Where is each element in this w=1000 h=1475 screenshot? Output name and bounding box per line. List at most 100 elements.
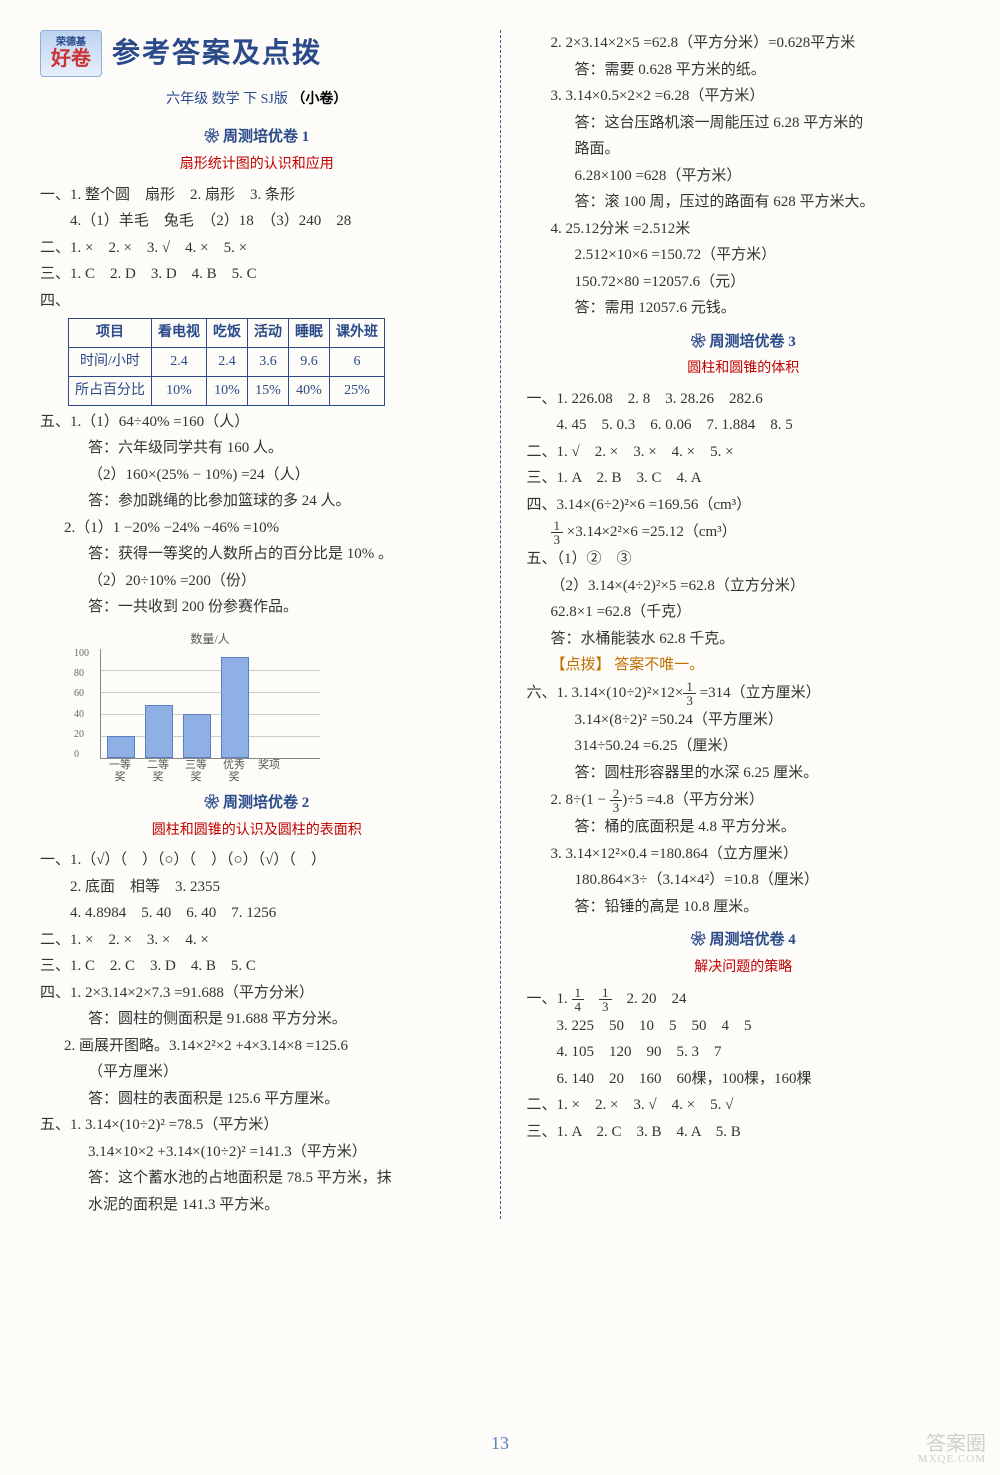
t3-q6-3b: 180.864×3÷（3.14×4²）=10.8（厘米） (527, 868, 961, 894)
t3-q6-1a-pre: 六、1. 3.14×(10÷2)²×12× (527, 685, 684, 701)
td: 时间/小时 (69, 347, 152, 376)
t2r-3b-ans: 答：滚 100 周，压过的路面有 628 平方米大。 (527, 190, 961, 216)
t2-q1-2: 2. 底面 相等 3. 2355 (40, 875, 474, 901)
t3-q5-1: 五、（1）② ③ (527, 547, 961, 573)
subtitle: 六年级 数学 下 SJ版 （小卷） (40, 88, 474, 112)
header: 荣德基 好卷 参考答案及点拨 (40, 30, 474, 78)
t2-q1-4: 4. 4.8984 5. 40 6. 40 7. 1256 (40, 901, 474, 927)
fraction-1-3: 13 (551, 519, 564, 546)
bars (100, 649, 320, 759)
t1-q5-1a-ans: 答：六年级同学共有 160 人。 (40, 436, 474, 462)
td: 所占百分比 (69, 376, 152, 405)
test4-sub: 解决问题的策略 (527, 956, 961, 980)
td: 9.6 (289, 347, 330, 376)
t3-q2: 二、1. √ 2. × 3. × 4. × 5. × (527, 440, 961, 466)
t1-q5-1b: （2）160×(25% − 10%) =24（人） (40, 463, 474, 489)
th: 睡眠 (289, 319, 330, 348)
t2r-2a: 2. 2×3.14×2×5 =62.8（平方分米）=0.628平方米 (527, 31, 961, 57)
t2r-3a-ans: 答：这台压路机滚一周能压过 6.28 平方米的 (527, 111, 961, 137)
bar-chart: 数量/人 0 20 40 60 80 100 一等奖 二等奖 三等奖 (100, 629, 320, 784)
t1-q1-1: 一、1. 整个圆 扇形 2. 扇形 3. 条形 (40, 183, 474, 209)
brand-logo: 荣德基 好卷 (40, 30, 102, 77)
t1-q5-2b-ans: 答：一共收到 200 份参赛作品。 (40, 595, 474, 621)
td: 40% (289, 376, 330, 405)
table-row: 项目 看电视 吃饭 活动 睡眠 课外班 (69, 319, 385, 348)
watermark-sub: MXQE.COM (918, 1454, 986, 1465)
bar (107, 736, 135, 758)
xlabel: 二等奖 (144, 759, 172, 783)
t3-q5-2-ans: 答：水桶能装水 62.8 千克。 (527, 627, 961, 653)
t2r-4c: 150.72×80 =12057.6（元） (527, 270, 961, 296)
ytick: 40 (74, 706, 89, 723)
chart-yticks: 0 20 40 60 80 100 (74, 645, 89, 763)
t3-q6-1a-post: =314（立方厘米） (696, 685, 821, 701)
t2-q3: 三、1. C 2. C 3. D 4. B 5. C (40, 954, 474, 980)
t4-q1-1-pre: 一、1. (527, 991, 572, 1007)
t2-q4-2: 2. 画展开图略。3.14×2²×2 +4×3.14×8 =125.6 (40, 1034, 474, 1060)
t3-q1-4: 4. 45 5. 0.3 6. 0.06 7. 1.884 8. 5 (527, 413, 961, 439)
th: 课外班 (330, 319, 385, 348)
table-row: 所占百分比 10% 10% 15% 40% 25% (69, 376, 385, 405)
t3-q6-1a: 六、1. 3.14×(10÷2)²×12×13 =314（立方厘米） (527, 680, 961, 707)
t1-q1-4: 4.（1）羊毛 兔毛 （2）18 （3）240 28 (40, 209, 474, 235)
ytick: 0 (74, 746, 89, 763)
bar (145, 705, 173, 758)
t1-q5-1a: 五、1.（1）64÷40% =160（人） (40, 410, 474, 436)
td: 15% (248, 376, 289, 405)
td: 2.4 (207, 347, 248, 376)
t2-q5-1a: 五、1. 3.14×(10÷2)² =78.5（平方米） (40, 1113, 474, 1139)
chart-xaxis-label: 奖项 (258, 759, 280, 783)
table-row: 时间/小时 2.4 2.4 3.6 9.6 6 (69, 347, 385, 376)
t1-q4: 四、 (40, 289, 474, 315)
t2r-2a-ans: 答：需要 0.628 平方米的纸。 (527, 58, 961, 84)
td: 10% (152, 376, 207, 405)
t2-q1-1: 一、1.（√）（ ）（○）（ ）（○）（√）（ ） (40, 848, 474, 874)
t4-q1-1-post: 2. 20 24 (612, 991, 687, 1007)
t1-table: 项目 看电视 吃饭 活动 睡眠 课外班 时间/小时 2.4 2.4 3.6 9.… (68, 318, 385, 405)
test3-title: 周测培优卷 3 (527, 330, 961, 356)
th: 吃饭 (207, 319, 248, 348)
t3-q6-2-ans: 答：桶的底面积是 4.8 平方分米。 (527, 815, 961, 841)
t3-q4b-text: ×3.14×2²×6 =25.12（cm³） (567, 524, 737, 540)
t4-q1-4: 4. 105 120 90 5. 3 7 (527, 1040, 961, 1066)
t3-q6-3-ans: 答：铅锤的高是 10.8 厘米。 (527, 895, 961, 921)
xlabel: 一等奖 (106, 759, 134, 783)
t3-q6-1-ans: 答：圆柱形容器里的水深 6.25 厘米。 (527, 761, 961, 787)
subtitle-pre: 六年级 数学 下 SJ版 (166, 92, 288, 107)
t2r-4b: 2.512×10×6 =150.72（平方米） (527, 243, 961, 269)
t3-q6-2a-post: )÷5 =4.8（平方分米） (622, 792, 764, 808)
test2-sub: 圆柱和圆锥的认识及圆柱的表面积 (40, 819, 474, 843)
test4-title: 周测培优卷 4 (527, 928, 961, 954)
fraction-1-3: 13 (599, 986, 612, 1013)
chart-xlabels: 一等奖 二等奖 三等奖 优秀奖 奖项 (100, 759, 320, 783)
ytick: 20 (74, 726, 89, 743)
xlabel: 三等奖 (182, 759, 210, 783)
t2-q5-1-ans2: 水泥的面积是 141.3 平方米。 (40, 1193, 474, 1219)
test1-title: 周测培优卷 1 (40, 125, 474, 151)
t3-q6-1b: 3.14×(8÷2)² =50.24（平方厘米） (527, 708, 961, 734)
t3-q5-2a: （2）3.14×(4÷2)²×5 =62.8（立方分米） (527, 574, 961, 600)
two-column-layout: 荣德基 好卷 参考答案及点拨 六年级 数学 下 SJ版 （小卷） 周测培优卷 1… (40, 30, 960, 1219)
t4-q1-6: 6. 140 20 160 60棵，100棵，160棵 (527, 1067, 961, 1093)
t4-q1-1: 一、1. 14 13 2. 20 24 (527, 986, 961, 1013)
t3-q4b: 13 ×3.14×2²×6 =25.12（cm³） (527, 519, 961, 546)
t2-q5-1b: 3.14×10×2 +3.14×(10÷2)² =141.3（平方米） (40, 1140, 474, 1166)
th: 看电视 (152, 319, 207, 348)
t4-q1-3: 3. 225 50 10 5 50 4 5 (527, 1014, 961, 1040)
t2-q2: 二、1. × 2. × 3. × 4. × (40, 928, 474, 954)
t2-q4-2u: （平方厘米） (40, 1060, 474, 1086)
t2-q4-2-ans: 答：圆柱的表面积是 125.6 平方厘米。 (40, 1087, 474, 1113)
ytick: 60 (74, 685, 89, 702)
th: 项目 (69, 319, 152, 348)
t1-q5-1b-ans: 答：参加跳绳的比参加篮球的多 24 人。 (40, 489, 474, 515)
t3-q6-3a: 3. 3.14×12²×0.4 =180.864（立方厘米） (527, 842, 961, 868)
t1-q3: 三、1. C 2. D 3. D 4. B 5. C (40, 262, 474, 288)
t3-q6-2a: 2. 8÷(1 − 23)÷5 =4.8（平方分米） (527, 787, 961, 814)
t2r-4a: 4. 25.12分米 =2.512米 (527, 217, 961, 243)
th: 活动 (248, 319, 289, 348)
test3-sub: 圆柱和圆锥的体积 (527, 357, 961, 381)
right-column: 2. 2×3.14×2×5 =62.8（平方分米）=0.628平方米 答：需要 … (527, 30, 961, 1219)
t2-q4-1: 四、1. 2×3.14×2×7.3 =91.688（平方分米） (40, 981, 474, 1007)
td: 3.6 (248, 347, 289, 376)
t1-q4-label: 四、 (40, 293, 70, 309)
